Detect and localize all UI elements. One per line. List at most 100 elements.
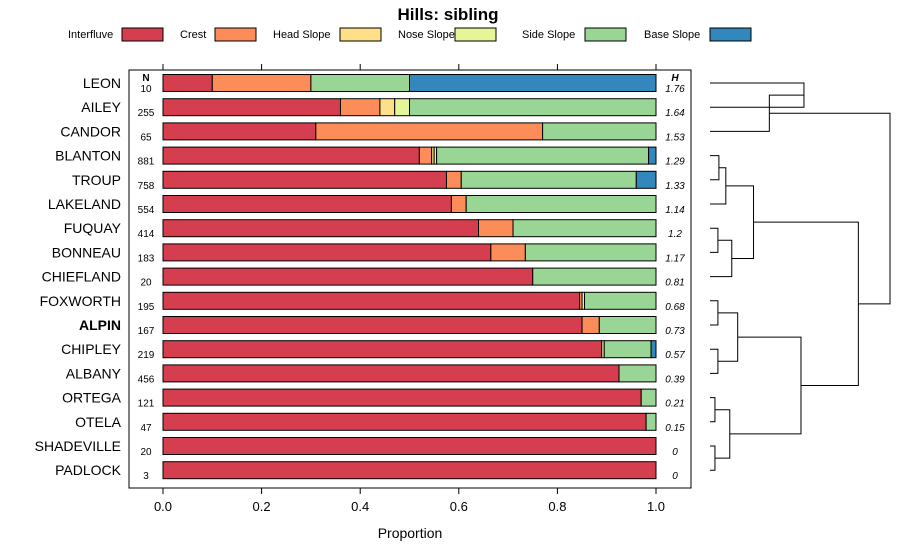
bar-segment-0-4	[310, 74, 410, 92]
bar-segment-11-0	[162, 340, 603, 359]
h-value-10: 0.73	[665, 326, 685, 337]
bar-segment-13-0	[162, 388, 642, 407]
bar-segment-10-4	[598, 316, 657, 334]
bar-segment-2-1	[315, 122, 544, 141]
category-label-3: BLANTON	[55, 148, 121, 164]
h-value-9: 0.68	[665, 302, 685, 313]
bar-segment-0-0	[162, 74, 213, 92]
legend-label-5: Base Slope	[644, 29, 700, 41]
bar-segment-16-0	[162, 461, 657, 480]
dendrogram-link-2	[710, 155, 720, 181]
n-value-5: 554	[138, 205, 155, 216]
category-label-14: OTELA	[75, 414, 122, 430]
bar-segment-5-0	[162, 195, 452, 213]
bar-segment-6-4	[512, 219, 657, 238]
dendrogram-link-15	[769, 112, 891, 305]
x-tick-label-3: 0.6	[450, 499, 468, 514]
dendrogram-link-7	[710, 300, 719, 326]
bar-segment-15-0	[162, 437, 657, 455]
n-value-11: 219	[138, 350, 155, 361]
n-value-3: 881	[138, 157, 155, 168]
dendrogram-link-12	[714, 409, 731, 459]
h-value-2: 1.53	[665, 132, 685, 143]
bar-segment-7-4	[524, 243, 657, 262]
h-value-13: 0.21	[665, 399, 684, 410]
dendrogram	[710, 82, 891, 471]
category-label-10: ALPIN	[79, 317, 121, 333]
category-label-15: SHADEVILLE	[35, 438, 121, 454]
category-label-9: FOXWORTH	[40, 293, 121, 309]
n-value-1: 255	[138, 108, 155, 119]
bar-segment-3-0	[162, 146, 420, 165]
n-value-7: 183	[138, 253, 155, 264]
bar-segment-5-1	[450, 195, 467, 213]
bar-segment-2-0	[162, 122, 317, 141]
bar-segment-7-1	[490, 243, 526, 262]
bar-segment-13-4	[640, 388, 657, 407]
dendrogram-link-13	[729, 336, 802, 435]
h-value-5: 1.14	[665, 205, 685, 216]
h-value-1: 1.64	[665, 108, 685, 119]
dendrogram-link-10	[710, 397, 716, 423]
legend-swatch-4	[584, 27, 627, 42]
dendrogram-link-4	[710, 227, 719, 253]
n-value-15: 20	[140, 447, 152, 458]
category-label-8: CHIEFLAND	[42, 269, 121, 285]
x-tick-label-4: 0.8	[548, 499, 566, 514]
bar-segment-3-4	[436, 146, 650, 165]
h-header: H	[671, 73, 679, 84]
bar-segment-1-0	[162, 98, 341, 117]
dendrogram-link-9	[717, 312, 739, 362]
n-value-0: 10	[140, 84, 152, 95]
category-label-0: LEON	[83, 75, 121, 91]
bar-segment-11-4	[603, 340, 652, 359]
bar-segment-11-5	[650, 340, 657, 359]
bar-segment-3-1	[418, 146, 433, 165]
n-header: N	[142, 73, 149, 84]
legend-label-4: Side Slope	[522, 29, 575, 41]
dendrogram-link-8	[710, 348, 719, 374]
bar-segment-14-4	[645, 412, 657, 431]
bar-segment-9-4	[584, 291, 657, 310]
x-axis-label: Proportion	[378, 525, 443, 541]
x-tick-label-0: 0.0	[154, 499, 172, 514]
n-value-14: 47	[140, 423, 152, 434]
bar-segment-1-4	[409, 98, 657, 117]
legend-label-3: Nose Slope	[398, 29, 455, 41]
dendrogram-link-3	[710, 167, 727, 205]
bar-segment-4-1	[445, 170, 462, 189]
legend: Interfluve Crest Head Slope Nose Slope Side …	[68, 27, 752, 42]
category-label-7: BONNEAU	[52, 244, 121, 260]
category-label-5: LAKELAND	[48, 196, 121, 212]
legend-swatch-2	[339, 27, 382, 42]
h-value-6: 1.2	[668, 229, 682, 240]
legend-swatch-0	[121, 27, 164, 42]
n-value-10: 167	[138, 326, 155, 337]
n-value-16: 3	[143, 471, 149, 482]
legend-label-1: Crest	[180, 29, 206, 41]
bar-segment-10-0	[162, 316, 583, 334]
bar-segment-6-1	[478, 219, 514, 238]
bar-segment-12-4	[618, 364, 657, 383]
n-value-2: 65	[140, 132, 152, 143]
bar-segment-3-5	[648, 146, 657, 165]
dendrogram-link-5	[710, 239, 733, 278]
x-axis: 0.0 0.2 0.4 0.6 0.8 1.0	[154, 64, 665, 514]
h-value-14: 0.15	[665, 423, 685, 434]
h-value-16: 0	[672, 471, 678, 482]
bar-segment-4-0	[162, 170, 447, 189]
n-value-6: 414	[138, 229, 155, 240]
bar-segment-10-1	[581, 316, 600, 334]
category-labels: LEON 10 1.76 AILEY 255 1.64 CANDOR 65 1.53 BLANTO…	[35, 75, 686, 482]
category-label-11: CHIPLEY	[61, 341, 122, 357]
category-label-1: AILEY	[81, 99, 121, 115]
category-label-12: ALBANY	[66, 365, 122, 381]
bar-segment-4-5	[635, 170, 657, 189]
h-value-8: 0.81	[665, 278, 684, 289]
h-value-12: 0.39	[665, 374, 685, 385]
h-value-3: 1.29	[665, 157, 685, 168]
bar-segment-14-0	[162, 412, 647, 431]
legend-swatch-3	[454, 27, 497, 42]
h-value-15: 0	[672, 447, 678, 458]
